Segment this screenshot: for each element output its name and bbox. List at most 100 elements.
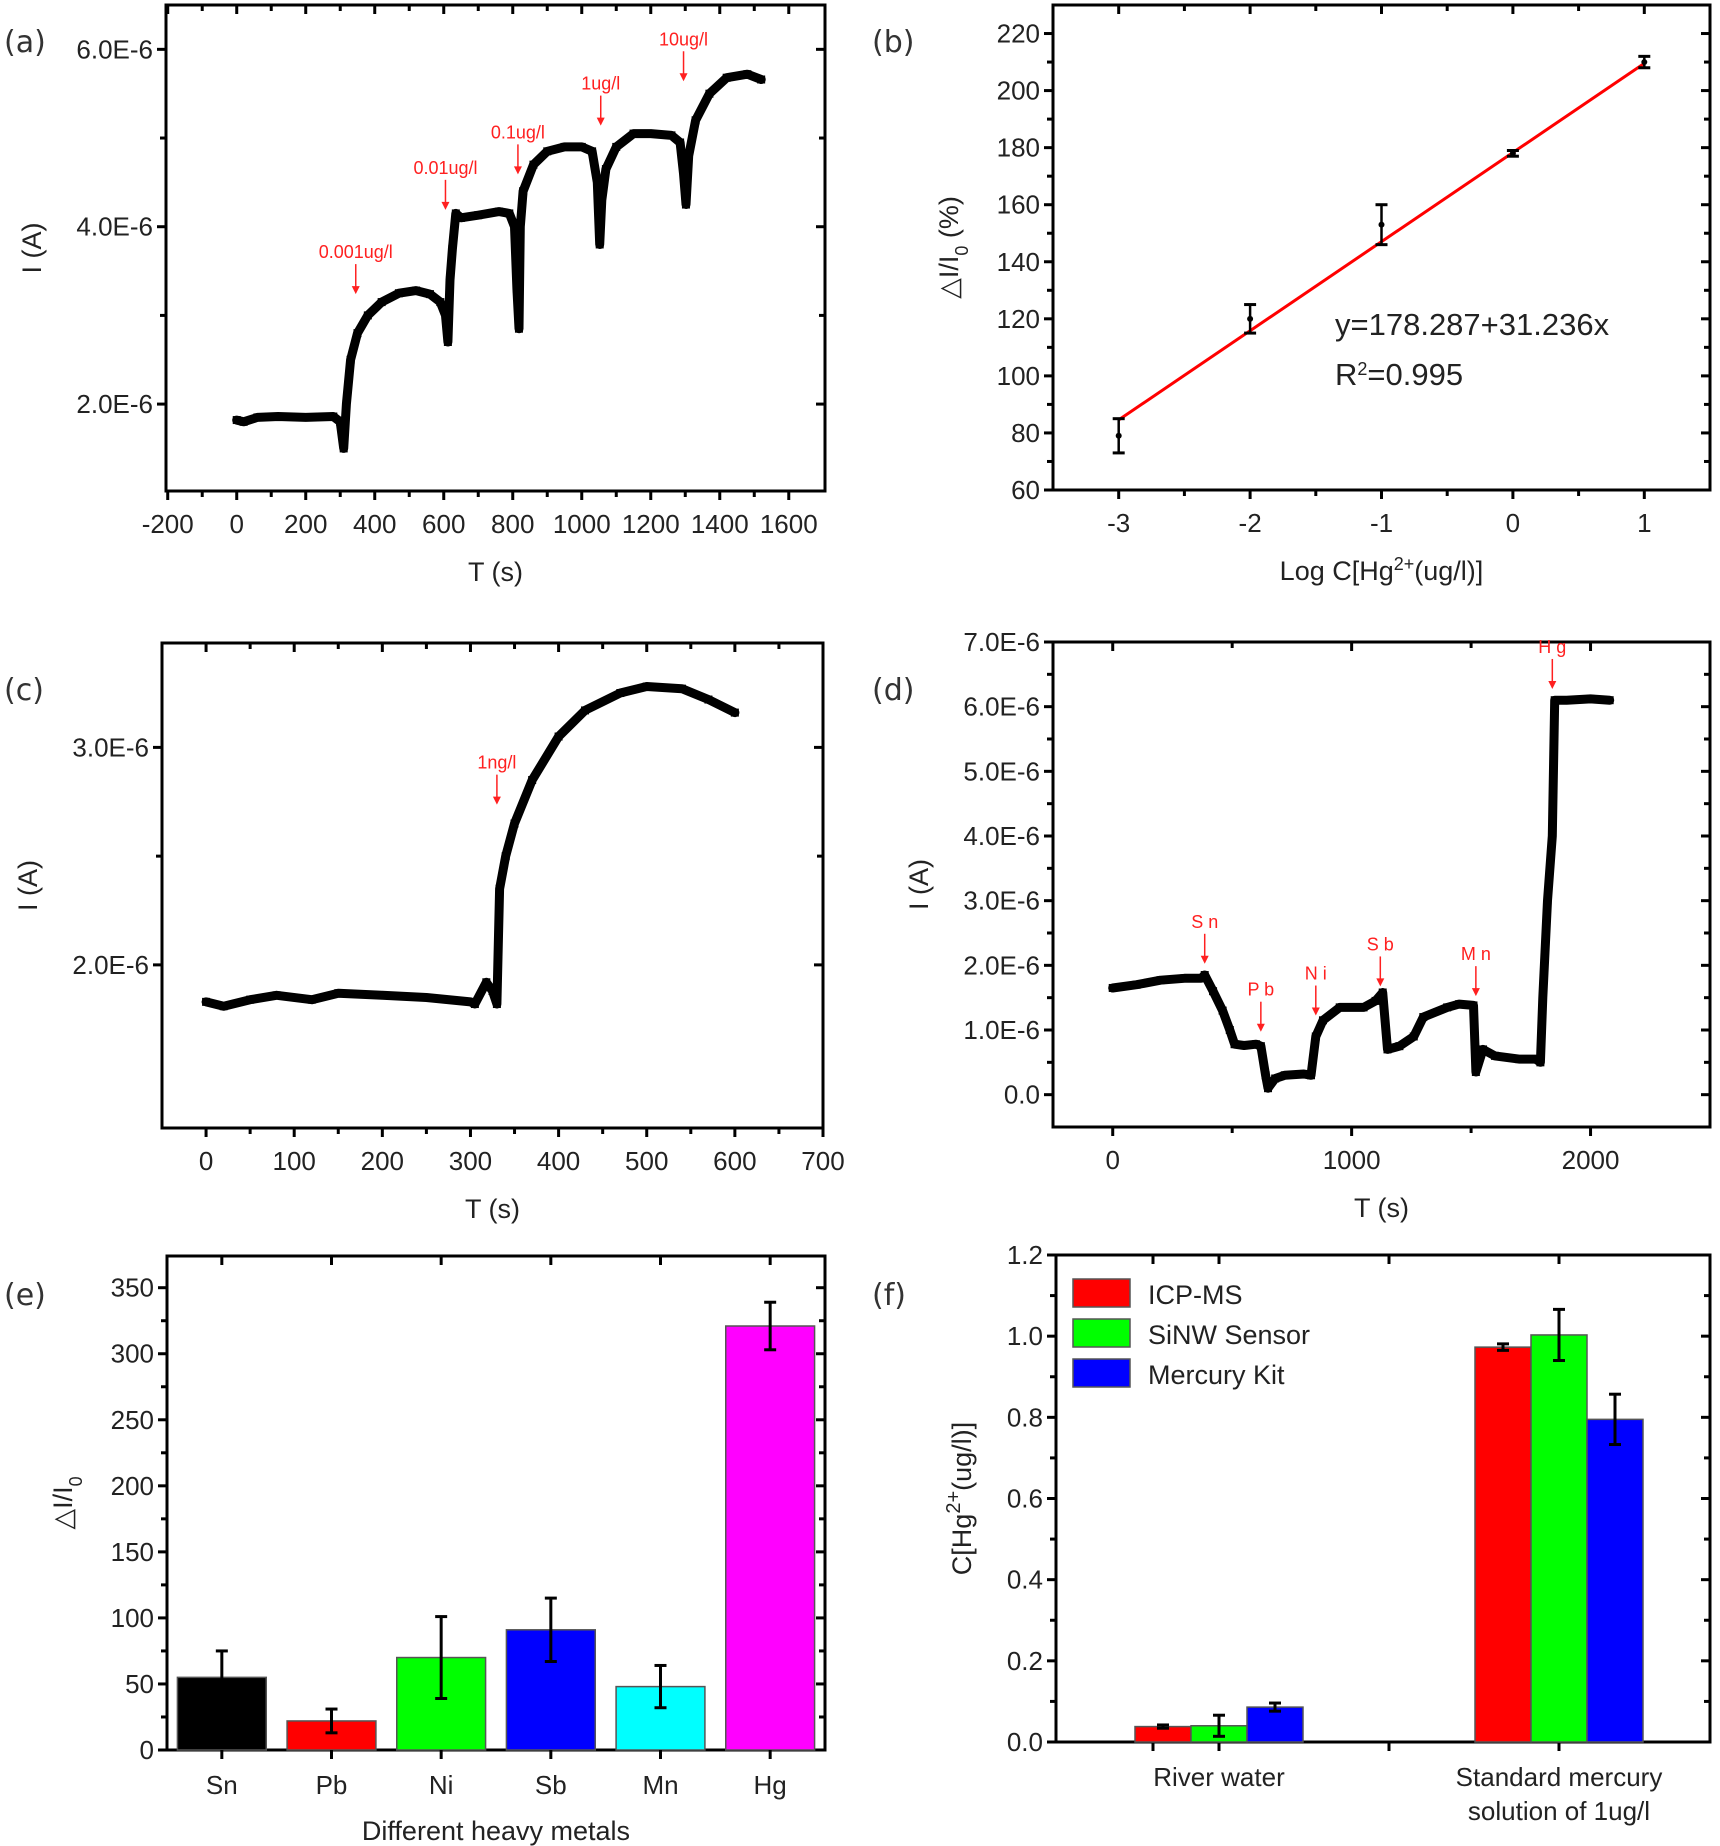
data-point <box>757 75 766 84</box>
data-point <box>1543 896 1552 905</box>
chart-panel-f: (f) 0.0 0.2 0.4 0.6 0.8 1.0 1.2 C[Hg2+(ug/l)] Riv… <box>872 1240 1712 1826</box>
data-point <box>554 732 563 741</box>
data-point <box>1200 971 1209 980</box>
bar-sinw-sensor <box>1530 1334 1588 1743</box>
legend-label: SiNW Sensor <box>1148 1320 1310 1350</box>
plot-frame <box>165 1254 827 1752</box>
annotation-arrowhead <box>1256 1023 1265 1032</box>
x-tick-label: 400 <box>537 1146 580 1176</box>
data-point <box>612 142 621 151</box>
x-axis-label: Different heavy metals <box>362 1816 630 1846</box>
data-point <box>684 151 693 160</box>
data-point <box>505 209 514 218</box>
data-point <box>492 1000 501 1009</box>
annotation-arrowhead <box>513 166 522 175</box>
annotation-arrowhead <box>1376 978 1385 987</box>
x-tick-label: 1000 <box>1323 1145 1381 1175</box>
data-point <box>691 116 700 125</box>
data-point <box>239 417 248 426</box>
legend-label: Mercury Kit <box>1148 1360 1285 1390</box>
x-axis-label: Log C[Hg2+(ug/l)] <box>1280 554 1484 586</box>
y-axis-label: △I/I0 (%) <box>934 196 972 299</box>
data-point <box>443 338 452 347</box>
data-point <box>681 200 690 209</box>
data-point <box>1271 1074 1280 1083</box>
y-axis-label-sup: 2+ <box>943 1491 965 1514</box>
data-point <box>1395 1042 1404 1051</box>
chart-panel-a: (a) 2.0E-6 4.0E-6 6.0E-6 -200 0 200 400 600 800 10… <box>4 3 827 587</box>
data-point <box>528 776 537 785</box>
y-axis-label-main: C[Hg <box>947 1514 977 1576</box>
x-tick-label: 0 <box>199 1146 213 1176</box>
data-point <box>588 147 597 156</box>
annotation-arrowhead <box>1471 988 1480 997</box>
x-axis-label-tail: (ug/l)] <box>1414 556 1483 586</box>
data-point <box>1378 221 1385 228</box>
r-squared-prefix: R <box>1335 357 1357 392</box>
y-tick-label: 2.0E-6 <box>72 950 149 980</box>
x-axis-label-main: T (s) <box>468 557 523 587</box>
x-tick-label: 0 <box>1506 508 1520 538</box>
x-tick-label: 2000 <box>1562 1145 1620 1175</box>
chart-panel-d: (d) 0.0 1.0E-6 2.0E-6 3.0E-6 4.0E-6 5.0E-6 6.0E… <box>872 627 1712 1223</box>
data-point <box>301 413 310 422</box>
legend: ICP-MS SiNW Sensor Mercury Kit <box>1072 1278 1310 1390</box>
annotation-arrowhead <box>1548 680 1557 689</box>
x-tick-label: 700 <box>801 1146 844 1176</box>
y-tick-label: 1.0E-6 <box>963 1015 1040 1045</box>
y-axis-label: △I/I0 <box>48 1476 86 1529</box>
annotation-arrowhead <box>351 286 360 295</box>
data-point <box>730 708 739 717</box>
legend-label: ICP-MS <box>1148 1280 1243 1310</box>
data-point <box>642 682 651 691</box>
y-tick-label: 6.0E-6 <box>963 692 1040 722</box>
data-point <box>363 311 372 320</box>
data-point <box>307 995 316 1004</box>
data-point <box>1240 1041 1249 1050</box>
data-point <box>679 169 688 178</box>
x-tick-label: 1 <box>1637 508 1651 538</box>
data-point <box>456 213 465 222</box>
data-point <box>394 289 403 298</box>
r-squared-sup: 2 <box>1357 359 1367 379</box>
panel-label: (d) <box>872 673 914 708</box>
x-tick-label: 200 <box>284 509 327 539</box>
data-point <box>488 986 497 995</box>
annotation-label: P b <box>1247 980 1274 1000</box>
data-point <box>353 329 362 338</box>
y-axis-label-main: I (A) <box>13 860 43 911</box>
data-point <box>1586 694 1595 703</box>
panel-label: (e) <box>4 1278 46 1313</box>
data-point <box>1218 1006 1227 1015</box>
panel-label: (a) <box>4 25 46 60</box>
data-trace <box>1108 694 1615 1093</box>
y-tick-label: 100 <box>997 361 1040 391</box>
data-point <box>1225 1026 1234 1034</box>
y-tick-label: 0.4 <box>1007 1565 1043 1595</box>
y-axis-label: C[Hg2+(ug/l)] <box>943 1422 977 1575</box>
data-point <box>577 142 586 151</box>
y-tick-label: 200 <box>997 76 1040 106</box>
data-point <box>1538 993 1547 1002</box>
x-axis-label: T (s) <box>468 557 523 587</box>
annotation-arrowhead <box>1311 1007 1320 1016</box>
x-tick-label: 1000 <box>553 509 611 539</box>
annotation-arrowhead <box>441 201 450 210</box>
data-point <box>1479 1045 1488 1054</box>
bar-hg <box>725 1325 816 1751</box>
y-tick-label: 0.0 <box>1007 1727 1043 1757</box>
data-point <box>1247 315 1254 322</box>
plot-frame <box>164 3 827 493</box>
y-tick-label: 0.6 <box>1007 1484 1043 1514</box>
y-tick-label: 0.0 <box>1004 1080 1040 1110</box>
data-point <box>1371 996 1380 1005</box>
panel-label: (f) <box>872 1278 906 1313</box>
x-tick-label: 600 <box>422 509 465 539</box>
data-point <box>474 211 483 220</box>
x-category-label: Standard mercury <box>1456 1762 1663 1792</box>
y-tick-label: 0 <box>140 1735 154 1765</box>
y-tick-label: 100 <box>111 1603 154 1633</box>
data-point <box>448 244 457 253</box>
data-point <box>1531 1055 1540 1064</box>
